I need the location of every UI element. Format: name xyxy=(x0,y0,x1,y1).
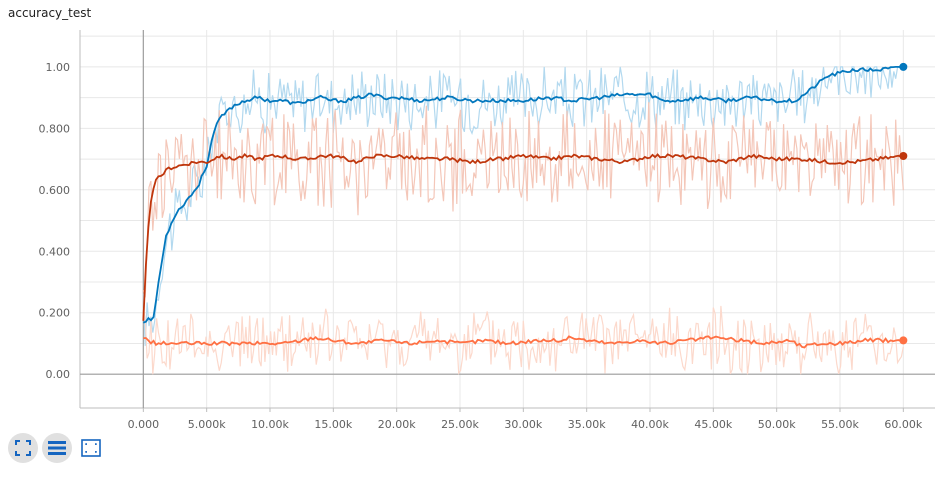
x-tick-label: 15.00k xyxy=(314,418,352,431)
fit-domain-icon xyxy=(81,439,101,457)
x-tick-label: 25.00k xyxy=(441,418,479,431)
x-tick-label: 55.00k xyxy=(821,418,859,431)
y-tick-label: 0.600 xyxy=(39,184,71,197)
y-tick-label: 0.00 xyxy=(46,368,71,381)
smoothed-series-line xyxy=(143,66,904,324)
y-tick-label: 1.00 xyxy=(46,61,71,74)
x-tick-label: 60.00k xyxy=(884,418,922,431)
series-end-point xyxy=(899,62,908,71)
list-icon xyxy=(48,441,66,455)
y-tick-label: 0.400 xyxy=(39,245,71,258)
expand-icon xyxy=(15,440,31,456)
raw-series-line xyxy=(142,305,904,375)
x-tick-label: 0.000 xyxy=(128,418,160,431)
chart-toolbar xyxy=(8,433,106,463)
smoothed-series-line xyxy=(142,152,904,321)
chart-title: accuracy_test xyxy=(8,6,92,20)
x-tick-label: 40.00k xyxy=(631,418,669,431)
expand-chart-button[interactable] xyxy=(8,433,38,463)
x-tick-label: 10.00k xyxy=(251,418,289,431)
raw-series-line xyxy=(142,102,904,298)
x-tick-label: 5.000k xyxy=(188,418,226,431)
series-end-point xyxy=(899,152,908,160)
x-tick-label: 20.00k xyxy=(378,418,416,431)
y-tick-label: 0.800 xyxy=(39,122,71,135)
smoothed-series-line xyxy=(143,335,904,349)
x-tick-label: 50.00k xyxy=(758,418,796,431)
y-tick-label: 0.200 xyxy=(39,307,71,320)
x-tick-label: 35.00k xyxy=(568,418,606,431)
toggle-log-scale-button[interactable] xyxy=(42,433,72,463)
series-end-point xyxy=(899,336,908,345)
x-tick-label: 45.00k xyxy=(694,418,732,431)
smoothed-series xyxy=(142,62,908,349)
x-tick-label: 30.00k xyxy=(504,418,542,431)
fit-domain-button[interactable] xyxy=(76,433,106,463)
axes xyxy=(79,30,935,412)
tick-labels: 0.000 5.000k 10.00k 15.00k 20.00k 25.00k 30.00… xyxy=(39,61,923,431)
